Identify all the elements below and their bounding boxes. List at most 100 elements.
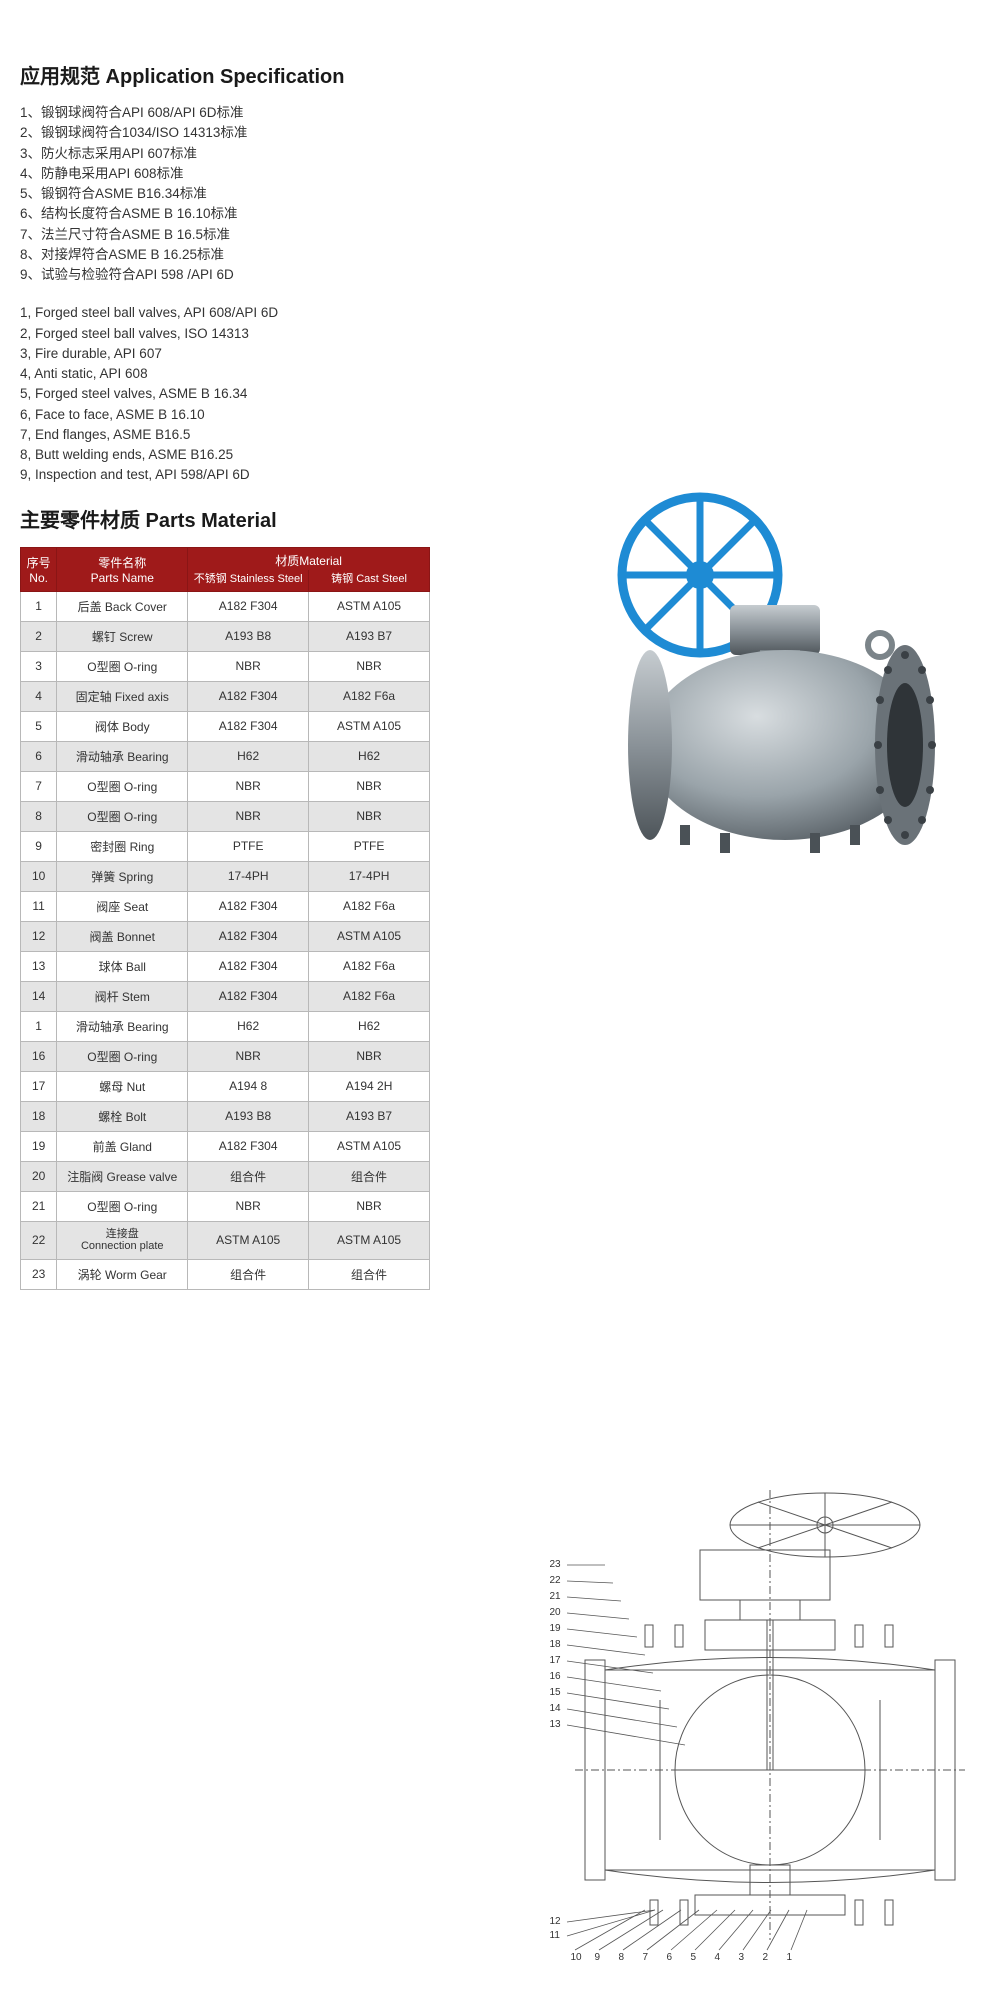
cell-no: 4 <box>21 681 57 711</box>
cell-ss: NBR <box>188 771 309 801</box>
cell-no: 19 <box>21 1131 57 1161</box>
cell-cs: A182 F6a <box>309 891 430 921</box>
spec-column: 应用规范 Application Specification 1、锻钢球阀符合A… <box>20 60 520 1290</box>
spec-item-en: 7, End flanges, ASME B16.5 <box>20 425 520 445</box>
cell-no: 12 <box>21 921 57 951</box>
cell-cs: A194 2H <box>309 1071 430 1101</box>
cell-name: O型圈 O-ring <box>57 801 188 831</box>
cell-cs: 17-4PH <box>309 861 430 891</box>
diagram-callout: 6 <box>667 1952 673 1963</box>
diagram-callout: 16 <box>550 1671 561 1682</box>
table-row: 19前盖 GlandA182 F304ASTM A105 <box>21 1131 430 1161</box>
table-row: 4固定轴 Fixed axisA182 F304A182 F6a <box>21 681 430 711</box>
spec-item-cn: 5、锻钢符合ASME B16.34标准 <box>20 184 520 204</box>
photo-column <box>520 60 979 1290</box>
cell-ss: H62 <box>188 1011 309 1041</box>
cell-no: 11 <box>21 891 57 921</box>
spec-item-cn: 6、结构长度符合ASME B 16.10标准 <box>20 204 520 224</box>
cell-cs: A193 B7 <box>309 1101 430 1131</box>
spec-item-en: 4, Anti static, API 608 <box>20 364 520 384</box>
spec-item-en: 5, Forged steel valves, ASME B 16.34 <box>20 384 520 404</box>
cell-name: O型圈 O-ring <box>57 1191 188 1221</box>
cell-cs: ASTM A105 <box>309 711 430 741</box>
th-no: 序号 No. <box>21 547 57 591</box>
cell-name: 球体 Ball <box>57 951 188 981</box>
cell-cs: A193 B7 <box>309 621 430 651</box>
valve-product-photo <box>560 485 940 865</box>
table-row: 17螺母 NutA194 8A194 2H <box>21 1071 430 1101</box>
cell-ss: 17-4PH <box>188 861 309 891</box>
cell-cs: H62 <box>309 741 430 771</box>
table-row: 1后盖 Back CoverA182 F304ASTM A105 <box>21 591 430 621</box>
th-material: 材质Material <box>188 547 430 570</box>
spec-item-en: 2, Forged steel ball valves, ISO 14313 <box>20 324 520 344</box>
table-row: 23涡轮 Worm Gear组合件组合件 <box>21 1259 430 1289</box>
cell-no: 2 <box>21 621 57 651</box>
diagram-callout: 12 <box>550 1916 561 1927</box>
application-spec-title: 应用规范 Application Specification <box>20 60 520 89</box>
diagram-callout: 23 <box>550 1559 561 1570</box>
diagram-callout: 17 <box>550 1655 561 1666</box>
cell-name: 后盖 Back Cover <box>57 591 188 621</box>
cell-cs: ASTM A105 <box>309 1131 430 1161</box>
cell-ss: A182 F304 <box>188 1131 309 1161</box>
diagram-callout: 15 <box>550 1687 561 1698</box>
cell-name: 螺栓 Bolt <box>57 1101 188 1131</box>
diagram-callout: 13 <box>550 1719 561 1730</box>
cell-ss: A182 F304 <box>188 711 309 741</box>
cell-name: O型圈 O-ring <box>57 651 188 681</box>
table-row: 10弹簧 Spring17-4PH17-4PH <box>21 861 430 891</box>
cell-cs: A182 F6a <box>309 951 430 981</box>
cell-no: 7 <box>21 771 57 801</box>
cell-cs: ASTM A105 <box>309 1221 430 1259</box>
cell-name: O型圈 O-ring <box>57 771 188 801</box>
spec-item-cn: 1、锻钢球阀符合API 608/API 6D标准 <box>20 103 520 123</box>
cell-ss: A194 8 <box>188 1071 309 1101</box>
cell-name: 滑动轴承 Bearing <box>57 741 188 771</box>
cell-ss: A182 F304 <box>188 981 309 1011</box>
diagram-callout: 14 <box>550 1703 561 1714</box>
diagram-callout: 21 <box>550 1591 561 1602</box>
cell-no: 1 <box>21 591 57 621</box>
cell-name: 阀体 Body <box>57 711 188 741</box>
cell-ss: NBR <box>188 1041 309 1071</box>
spec-list-en: 1, Forged steel ball valves, API 608/API… <box>20 303 520 485</box>
cell-no: 8 <box>21 801 57 831</box>
cell-ss: NBR <box>188 801 309 831</box>
cell-name: 阀盖 Bonnet <box>57 921 188 951</box>
cell-no: 6 <box>21 741 57 771</box>
cell-ss: 组合件 <box>188 1259 309 1289</box>
cell-no: 22 <box>21 1221 57 1259</box>
diagram-callout: 19 <box>550 1623 561 1634</box>
cell-ss: PTFE <box>188 831 309 861</box>
spec-item-en: 9, Inspection and test, API 598/API 6D <box>20 465 520 485</box>
spec-item-en: 6, Face to face, ASME B 16.10 <box>20 405 520 425</box>
diagram-callout: 3 <box>739 1952 745 1963</box>
diagram-callout: 1 <box>787 1952 793 1963</box>
cell-name: 滑动轴承 Bearing <box>57 1011 188 1041</box>
cell-cs: 组合件 <box>309 1259 430 1289</box>
cell-ss: ASTM A105 <box>188 1221 309 1259</box>
cell-name: 阀座 Seat <box>57 891 188 921</box>
table-row: 16O型圈 O-ringNBRNBR <box>21 1041 430 1071</box>
table-row: 20注脂阀 Grease valve组合件组合件 <box>21 1161 430 1191</box>
spec-item-en: 3, Fire durable, API 607 <box>20 344 520 364</box>
cell-name: 螺母 Nut <box>57 1071 188 1101</box>
diagram-callout: 2 <box>763 1952 769 1963</box>
spec-list-cn: 1、锻钢球阀符合API 608/API 6D标准2、锻钢球阀符合1034/ISO… <box>20 103 520 285</box>
table-row: 12阀盖 BonnetA182 F304ASTM A105 <box>21 921 430 951</box>
cell-ss: 组合件 <box>188 1161 309 1191</box>
cell-no: 16 <box>21 1041 57 1071</box>
table-row: 14阀杆 StemA182 F304A182 F6a <box>21 981 430 1011</box>
cell-cs: A182 F6a <box>309 981 430 1011</box>
cell-cs: PTFE <box>309 831 430 861</box>
cell-name: 螺钉 Screw <box>57 621 188 651</box>
valve-engineering-diagram: 2322212019181716151413 121110987654321 <box>545 1470 975 1970</box>
cell-ss: A182 F304 <box>188 951 309 981</box>
cell-no: 23 <box>21 1259 57 1289</box>
diagram-callout: 5 <box>691 1952 697 1963</box>
cell-name: 阀杆 Stem <box>57 981 188 1011</box>
cell-name: 涡轮 Worm Gear <box>57 1259 188 1289</box>
diagram-callout: 7 <box>643 1952 649 1963</box>
diagram-callout: 22 <box>550 1575 561 1586</box>
